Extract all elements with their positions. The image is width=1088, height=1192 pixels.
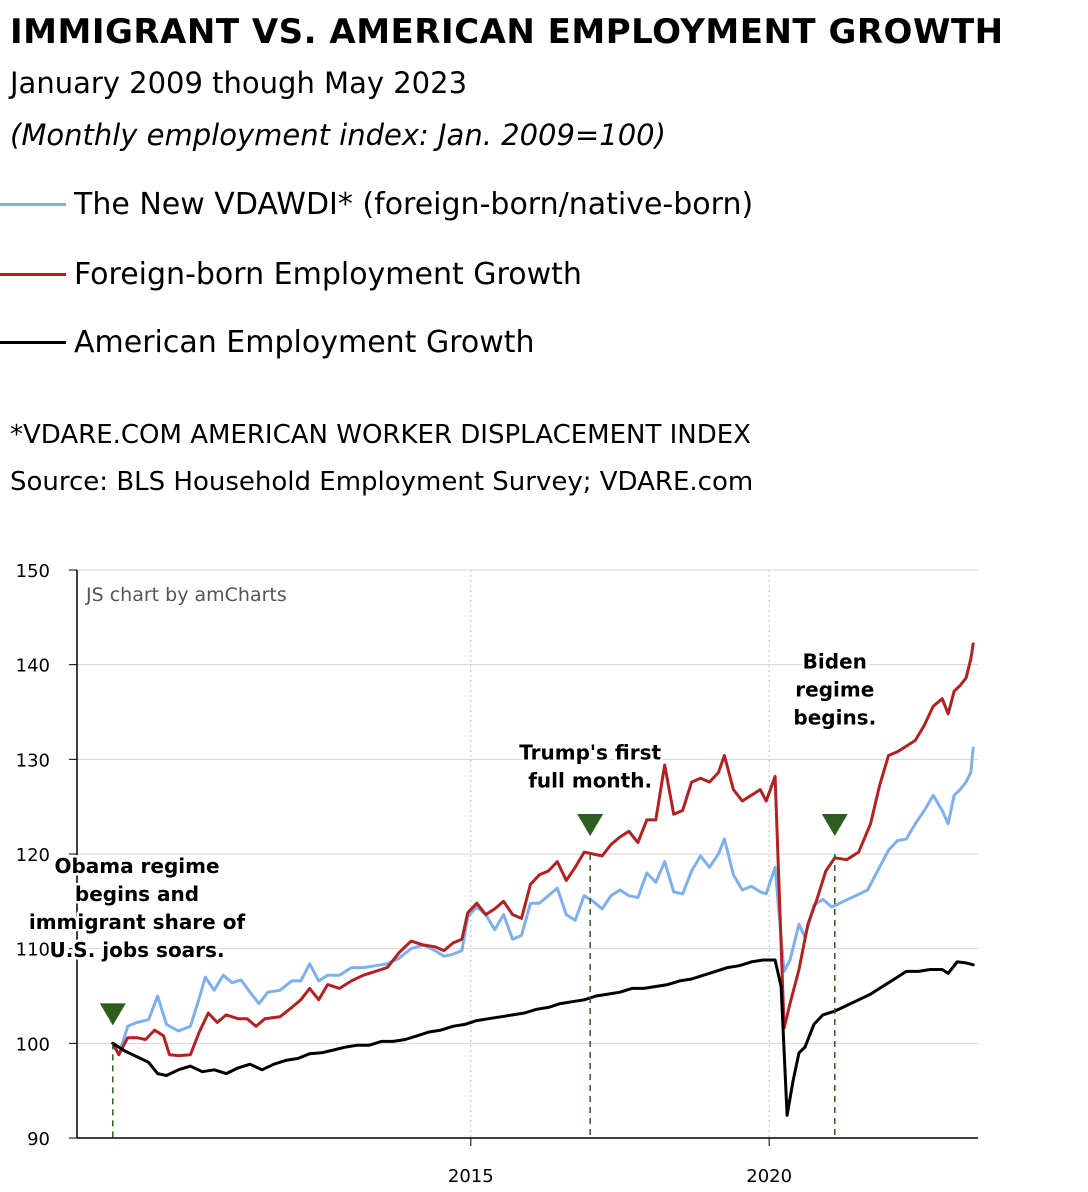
chart-subtitle: January 2009 though May 2023 <box>10 66 468 100</box>
chart-title: IMMIGRANT VS. AMERICAN EMPLOYMENT GROWTH <box>10 12 1004 52</box>
grid-lines <box>77 569 978 1138</box>
index-note: (Monthly employment index: Jan. 2009=100… <box>10 118 666 152</box>
legend-item-foreign-born[interactable]: Foreign-born Employment Growth <box>0 254 900 294</box>
footnote: *VDARE.COM AMERICAN WORKER DISPLACEMENT … <box>10 420 751 450</box>
legend-label-american: American Employment Growth <box>74 324 535 360</box>
annotation-marker-triangle <box>577 814 604 836</box>
y-tick-label: 140 <box>16 656 50 677</box>
legend-item-american[interactable]: American Employment Growth <box>0 322 900 362</box>
y-tick-label: 100 <box>16 1034 50 1055</box>
annotation-label-line: immigrant share of <box>29 910 246 934</box>
legend-label-vdawdi: The New VDAWDI* (foreign-born/native-bor… <box>74 186 754 222</box>
y-tick-label: 110 <box>16 940 50 961</box>
series-line-0 <box>111 746 975 1057</box>
annotation-label-line: begins and <box>75 882 199 906</box>
axes: 90 100 110 120 130 140 150 2015 2020 <box>16 561 978 1187</box>
series-lines <box>111 642 975 1117</box>
annotation-marker-triangle <box>99 1003 126 1026</box>
y-tick-label: 150 <box>16 561 50 582</box>
annotation-label-line: begins. <box>793 705 876 729</box>
x-tick-label: 2020 <box>746 1166 792 1187</box>
legend-swatch-american <box>0 340 66 344</box>
series-line-1 <box>111 642 975 1058</box>
annotation-marker-triangle <box>821 814 848 836</box>
y-tick-label: 120 <box>16 845 50 866</box>
annotation-label-line: U.S. jobs soars. <box>49 938 224 962</box>
y-tick-label: 130 <box>16 750 50 771</box>
legend-swatch-foreign-born <box>0 272 66 276</box>
annotation-label-line: Obama regime <box>54 854 219 878</box>
legend-label-foreign-born: Foreign-born Employment Growth <box>74 256 582 292</box>
annotation-label: Trump's first full month. <box>519 740 661 792</box>
annotation-label-line: regime <box>795 677 874 701</box>
y-tick-label: 90 <box>27 1129 50 1150</box>
legend-swatch-vdawdi <box>0 202 66 206</box>
legend-item-vdawdi[interactable]: The New VDAWDI* (foreign-born/native-bor… <box>0 184 900 224</box>
source-note: Source: BLS Household Employment Survey;… <box>10 467 754 497</box>
series-line-2 <box>111 958 975 1117</box>
annotation-label-line: full month. <box>528 768 652 792</box>
annotation-label: Obama regime begins and immigrant share of… <box>29 854 246 962</box>
x-tick-label: 2015 <box>448 1166 494 1187</box>
annotations <box>112 854 836 1138</box>
annotation-label-line: Biden <box>803 649 867 673</box>
annotation-label: Biden regime begins. <box>793 649 876 729</box>
annotation-labels: Obama regime begins and immigrant share of… <box>26 647 879 1026</box>
line-chart: 90 100 110 120 130 140 150 2015 2020 JS chart by… <box>16 561 978 1187</box>
annotation-label-line: Trump's first <box>519 740 661 764</box>
chart-credit[interactable]: JS chart by amCharts <box>85 584 287 606</box>
